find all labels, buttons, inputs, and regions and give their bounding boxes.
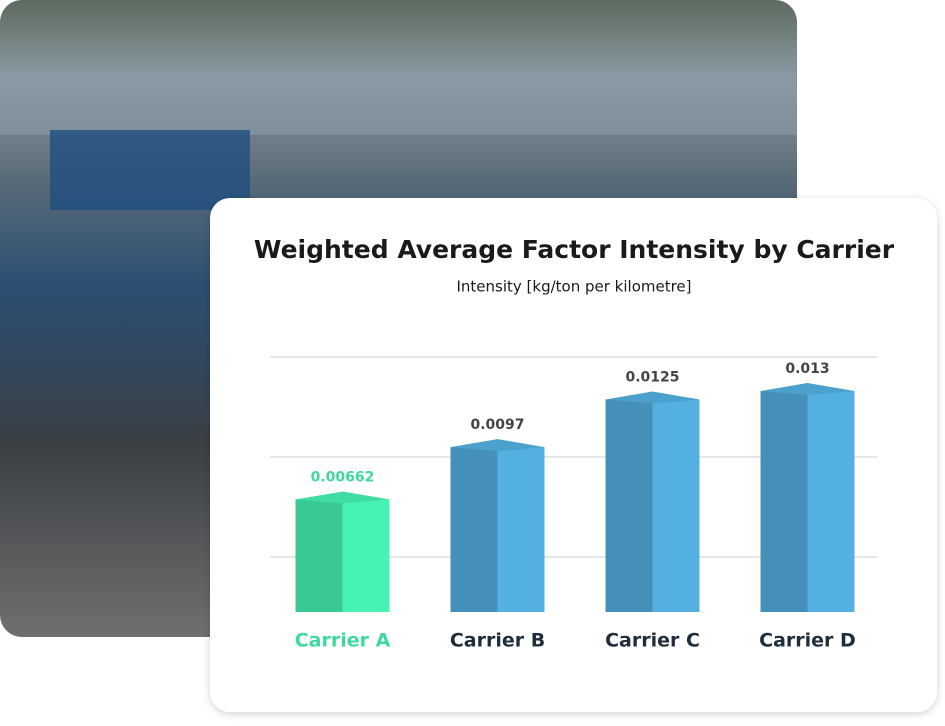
- bar-front-right: [342, 499, 390, 612]
- bar-top: [760, 383, 855, 395]
- x-tick-label: Carrier B: [450, 630, 545, 652]
- chart-title: Weighted Average Factor Intensity by Car…: [254, 235, 895, 264]
- bar-front-right: [652, 399, 700, 612]
- x-tick-label: Carrier A: [295, 630, 391, 652]
- chart-card: [210, 198, 937, 712]
- bar-front-left: [605, 399, 653, 612]
- value-label: 0.00662: [311, 469, 375, 485]
- bar-front-left: [295, 499, 343, 612]
- bar-top: [295, 491, 390, 504]
- bar-top: [450, 439, 545, 452]
- bar-front-right: [807, 391, 855, 612]
- bar-front-left: [450, 447, 498, 612]
- chart-subtitle: Intensity [kg/ton per kilometre]: [456, 278, 691, 296]
- x-tick-label: Carrier C: [605, 630, 700, 652]
- value-label: 0.013: [785, 361, 829, 377]
- bar-front-right: [497, 447, 545, 612]
- x-tick-label: Carrier D: [759, 630, 856, 652]
- value-label: 0.0125: [625, 370, 679, 386]
- photo-containers: [50, 130, 250, 210]
- bar-top: [605, 391, 700, 404]
- photo-water: [0, 75, 797, 135]
- value-label: 0.0097: [470, 417, 524, 433]
- bar-front-left: [760, 391, 808, 612]
